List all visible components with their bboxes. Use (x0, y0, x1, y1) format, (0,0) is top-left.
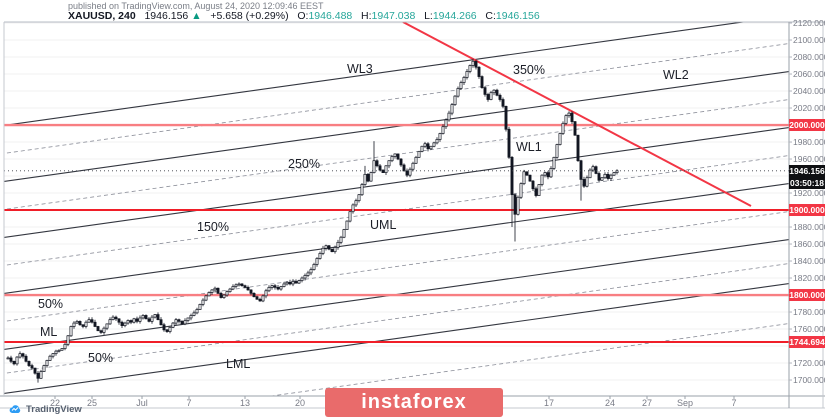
legend-last-price: 1946.156 (144, 10, 189, 22)
price-tick: 1920.000 (793, 188, 825, 199)
warning-midline[interactable] (0, 259, 825, 375)
time-tick: Jul (136, 398, 148, 408)
time-tick: 17 (543, 398, 555, 408)
pitchfork-label[interactable]: WL1 (516, 140, 542, 154)
key-level-price-label: 1800.000 (789, 289, 825, 302)
price-tick: 1960.000 (793, 154, 825, 165)
plot-area[interactable]: WL3 350% WL2 WL1 250% 150% UML 50% ML 50% LML (0, 11, 825, 420)
price-tick: 1980.000 (793, 137, 825, 148)
pitchfork-label[interactable]: 350% (513, 63, 545, 77)
pitchfork-label[interactable]: ML (40, 325, 57, 339)
low-label: L: (424, 10, 433, 22)
instaforex-watermark: instaforex (325, 388, 503, 417)
pitchfork-label[interactable]: WL3 (347, 62, 373, 76)
time-tick: Sep (676, 398, 694, 408)
up-arrow-icon: ▲ (191, 10, 202, 22)
high-label: H: (361, 10, 372, 22)
price-tick: 2020.000 (793, 103, 825, 114)
warning-midline[interactable] (0, 95, 825, 211)
tradingview-attribution[interactable]: TradingView (8, 404, 82, 415)
warning-midline[interactable] (0, 319, 825, 420)
pitchfork-label[interactable]: 250% (288, 157, 320, 171)
pitchfork-label[interactable]: WL2 (663, 68, 689, 82)
symbol-name[interactable]: XAUUSD, 240 (68, 10, 136, 22)
bar-countdown: 03:50:18 (789, 177, 825, 190)
time-tick: 24 (604, 398, 616, 408)
price-tick: 1700.000 (793, 375, 825, 386)
time-tick: 7 (731, 398, 737, 408)
open-value: 1946.488 (308, 10, 353, 22)
time-tick: 25 (86, 398, 98, 408)
warning-midline[interactable] (0, 151, 825, 267)
close-value: 1946.156 (495, 10, 540, 22)
price-tick: 2100.000 (793, 35, 825, 46)
published-info: published on TradingView.com, August 24,… (68, 1, 324, 11)
time-tick: 13 (239, 398, 251, 408)
warning-midline[interactable] (0, 39, 825, 155)
key-level-price-label: 2000.000 (789, 119, 825, 132)
price-tick: 1720.000 (793, 358, 825, 369)
open-label: O: (297, 10, 309, 22)
pitchfork-label[interactable]: LML (226, 357, 250, 371)
pitchfork-label[interactable]: 150% (197, 220, 229, 234)
pitchfork-label[interactable]: 50% (88, 351, 113, 365)
key-level-price-label: 1744.694 (789, 336, 825, 349)
time-tick: 22 (49, 398, 61, 408)
pitchfork-line[interactable] (0, 235, 825, 351)
time-tick: 20 (294, 398, 306, 408)
tradingview-logo-text: TradingView (26, 404, 82, 415)
price-tick: 1880.000 (793, 222, 825, 233)
candlestick-series (6, 58, 619, 383)
close-label: C: (485, 10, 496, 22)
pitchfork-line[interactable] (0, 11, 825, 127)
price-tick: 2080.000 (793, 52, 825, 63)
legend-change: +5.658 (+0.29%) (210, 10, 289, 22)
low-value: 1944.266 (432, 10, 477, 22)
price-tick: 1780.000 (793, 307, 825, 318)
warning-midline[interactable] (0, 207, 825, 323)
high-value: 1947.038 (371, 10, 416, 22)
pitchfork-label[interactable]: 50% (38, 297, 63, 311)
pitchfork-line[interactable] (0, 179, 825, 295)
key-level-price-label: 1900.000 (789, 204, 825, 217)
price-tick: 1840.000 (793, 256, 825, 267)
pitchfork-line[interactable] (0, 279, 825, 395)
price-tick: 1860.000 (793, 239, 825, 250)
trendline[interactable] (402, 22, 752, 207)
pitchfork-label[interactable]: UML (370, 218, 396, 232)
current-price-label: 1946.156 (789, 164, 825, 177)
tradingview-cloud-icon (9, 405, 21, 414)
price-tick: 2060.000 (793, 69, 825, 80)
pitchfork-line[interactable] (0, 123, 825, 239)
time-tick: 7 (186, 398, 192, 408)
price-tick: 2120.000 (793, 18, 825, 29)
time-tick: 27 (641, 398, 653, 408)
price-tick: 1760.000 (793, 324, 825, 335)
price-tick: 2040.000 (793, 86, 825, 97)
instaforex-wordmark: instaforex (361, 391, 467, 413)
symbol-legend: XAUUSD, 240 1946.156 ▲ +5.658 (+0.29%) O… (68, 10, 540, 22)
price-tick: 1820.000 (793, 273, 825, 284)
